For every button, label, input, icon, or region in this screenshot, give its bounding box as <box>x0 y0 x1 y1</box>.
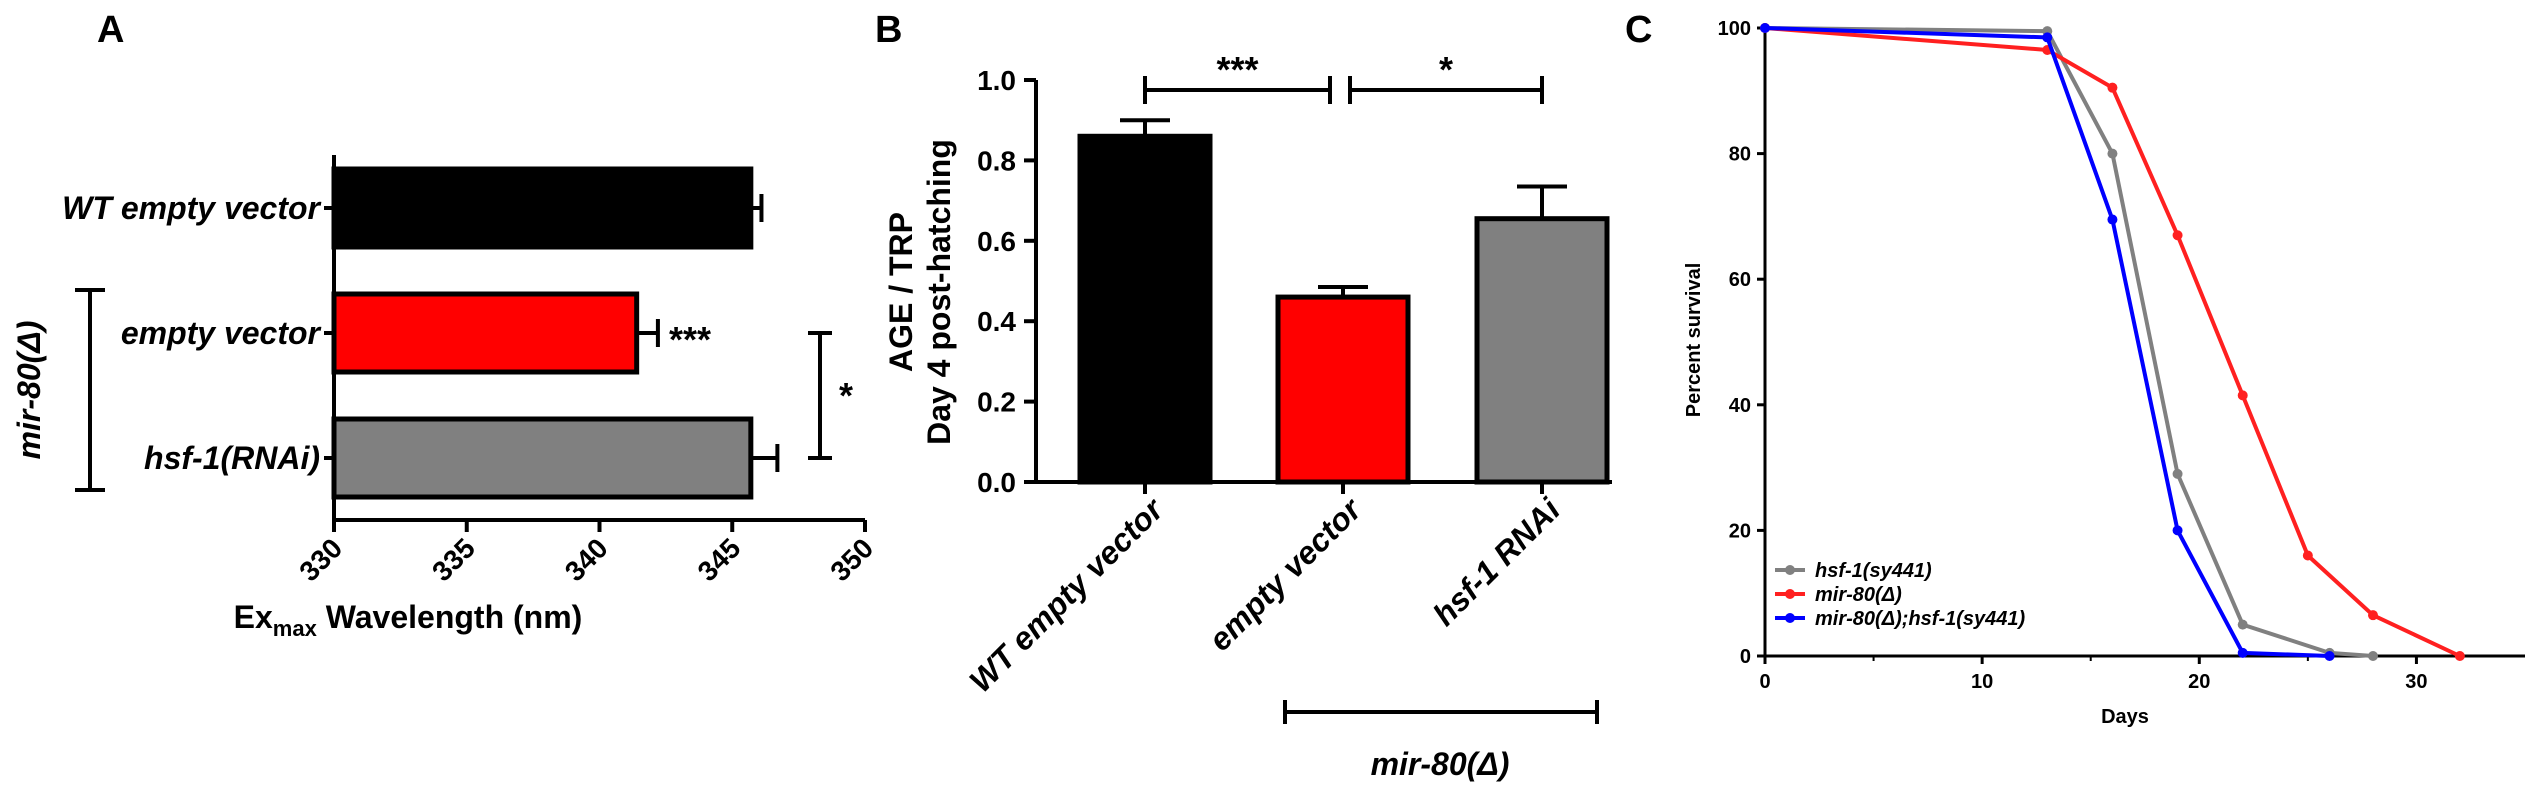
c-series-1-point-4 <box>2237 390 2248 401</box>
c-series-2-point-3 <box>2172 525 2183 536</box>
a-x-tick-label-2: 340 <box>559 532 614 587</box>
c-legend-label-2: mir-80(Δ);hsf-1(sy441) <box>1815 608 2025 630</box>
c-series-0-point-6 <box>2368 651 2378 661</box>
c-y-tick-label-0: 0 <box>1740 646 1751 668</box>
a-x-axis-title: Exmax Wavelength (nm) <box>234 599 583 641</box>
c-legend-label-1: mir-80(Δ) <box>1815 584 1902 606</box>
a-x-tick-label-3: 345 <box>692 532 747 587</box>
b-y-tick-label-4: 0.8 <box>977 145 1016 176</box>
c-legend-label-0: hsf-1(sy441) <box>1815 560 1932 582</box>
c-y-axis-title: Percent survival <box>1683 263 1705 418</box>
b-y-tick-label-2: 0.4 <box>977 306 1016 337</box>
c-x-tick-label-3: 30 <box>2405 671 2427 693</box>
a-significance-label-1: * <box>839 375 853 416</box>
panel-a-letter: A <box>97 9 124 51</box>
c-legend-marker-0 <box>1785 565 1795 575</box>
c-x-tick-label-0: 0 <box>1759 671 1770 693</box>
b-bar-0 <box>1077 133 1213 485</box>
c-series-1-point-3 <box>2172 230 2183 241</box>
b-bar-1 <box>1275 294 1411 485</box>
c-series-line-2 <box>1764 26 2330 658</box>
c-x-tick-label-2: 20 <box>2188 671 2210 693</box>
c-series-2-point-5 <box>2324 651 2335 661</box>
a-category-label-1: empty vector <box>121 315 322 351</box>
b-significance-label-1: * <box>1439 49 1453 90</box>
c-y-tick-label-3: 60 <box>1729 269 1751 291</box>
panel-c-letter: C <box>1625 9 1652 51</box>
panel-a: A WT empty vector empty vector hsf-1(RNAi)… <box>11 9 879 641</box>
b-group-label: mir-80(Δ) <box>1371 746 1510 782</box>
b-y-tick-label-0: 0.0 <box>977 467 1016 498</box>
c-x-axis-title: Days <box>2101 706 2149 728</box>
b-y-tick-label-5: 1.0 <box>977 65 1016 96</box>
b-y-axis-title-line1: AGE / TRP <box>883 212 919 372</box>
b-significance-label-0: *** <box>1216 49 1258 90</box>
a-x-tick-label-4: 350 <box>824 532 879 587</box>
a-significance-label-0: *** <box>669 319 711 360</box>
c-legend-marker-1 <box>1785 589 1795 599</box>
c-series-2-point-4 <box>2237 647 2248 658</box>
b-y-axis-title-line2: Day 4 post-hatching <box>921 139 957 445</box>
panel-b-letter: B <box>875 9 902 51</box>
c-series-1-point-6 <box>2368 610 2378 621</box>
c-series-1-point-7 <box>2454 651 2465 661</box>
c-series-line-1 <box>1764 26 2461 658</box>
a-category-label-0: WT empty vector <box>62 190 321 226</box>
c-y-tick-label-1: 20 <box>1729 520 1751 542</box>
c-y-tick-label-4: 80 <box>1729 144 1751 166</box>
b-y-tick-label-3: 0.6 <box>977 226 1016 257</box>
c-series-1-point-2 <box>2107 82 2118 93</box>
c-y-tick-label-5: 100 <box>1718 18 1751 40</box>
c-series-0-point-4 <box>2237 619 2248 630</box>
b-category-label-0: WT empty vector <box>962 490 1171 699</box>
a-bar-2 <box>331 416 754 500</box>
b-y-tick-label-1: 0.2 <box>977 387 1016 418</box>
a-bar-1 <box>331 291 640 375</box>
a-bar-0 <box>331 166 754 250</box>
c-series-2-point-1 <box>2042 32 2053 43</box>
a-x-tick-label-0: 330 <box>293 532 348 587</box>
c-series-1-point-5 <box>2302 550 2313 561</box>
c-series-2-point-0 <box>1760 23 1770 33</box>
c-y-tick-label-2: 40 <box>1729 395 1751 417</box>
c-legend-marker-2 <box>1785 613 1795 623</box>
c-series-0-point-2 <box>2107 148 2118 159</box>
a-x-tick-label-1: 335 <box>426 532 481 587</box>
panel-b: B AGE / TRP Day 4 post-hatching 0.0 0.2 0.… <box>875 9 1612 782</box>
a-group-label: mir-80(Δ) <box>11 321 47 460</box>
b-category-label-2: hsf-1 RNAi <box>1426 491 1568 633</box>
c-series-2-point-2 <box>2107 214 2118 225</box>
c-series-0-point-3 <box>2172 468 2183 479</box>
b-bar-2 <box>1474 216 1610 485</box>
b-category-label-1: empty vector <box>1202 490 1369 657</box>
c-x-tick-label-1: 10 <box>1971 671 1993 693</box>
a-category-label-2: hsf-1(RNAi) <box>144 440 320 476</box>
